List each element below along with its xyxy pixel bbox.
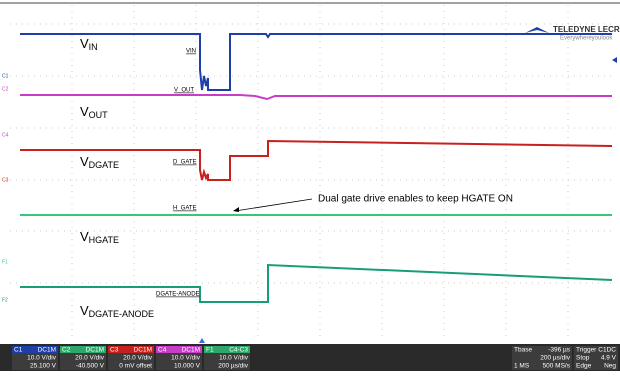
trigger-marker (199, 338, 205, 343)
trigger-box (574, 346, 618, 370)
trace-vout (20, 94, 612, 101)
channel-scale: 20.0 V/div (75, 355, 105, 362)
channel-offset: 200 µs/div (218, 363, 249, 370)
channel-scale: 10.0 V/div (27, 355, 57, 362)
trace-tag: VIN (186, 49, 196, 55)
timebase-delay: -396 µs (548, 347, 571, 354)
channel-name: C3 (110, 347, 119, 354)
annotation: Dual gate drive enables to keep HGATE ON (318, 194, 513, 205)
signal-main: V (80, 104, 89, 119)
signal-sub: HGATE (89, 235, 119, 245)
signal-label: VHGATE (80, 229, 119, 245)
channel-scale: 10.0 V/div (171, 355, 201, 362)
arrow-head (233, 207, 239, 212)
trace-tag: V_OUT (174, 88, 194, 94)
trigger-label: Trigger (576, 347, 597, 354)
offset-marker (612, 57, 617, 63)
channel-marker: C1 (2, 73, 9, 79)
channel-coupling: DC1M (182, 347, 200, 354)
channel-name: C2 (62, 347, 71, 354)
channel-header (12, 346, 58, 353)
trigger-mode: Stop (576, 355, 590, 362)
signal-label: VDGATE-ANODE (80, 303, 154, 319)
trace-vin (20, 33, 612, 91)
signal-main: V (80, 229, 89, 244)
traces (20, 33, 613, 303)
channel-coupling: C4-C3 (229, 347, 248, 354)
trigger-level: 4.9 V (601, 355, 617, 362)
trace-dgate (20, 139, 613, 181)
channel-marker: C3 (2, 177, 9, 183)
trace-tag: DGATE-ANODE (156, 292, 200, 298)
signal-main: V (80, 36, 89, 51)
signal-main: V (80, 154, 89, 169)
signal-sub: DGATE (89, 160, 119, 170)
channel-offset: 25.100 V (30, 363, 57, 370)
signal-label: VIN (80, 36, 98, 52)
channel-offset: 0 mV offset (119, 363, 152, 370)
signal-label: VDGATE (80, 154, 119, 170)
channel-coupling: DC1M (134, 347, 152, 354)
channel-coupling: DC1M (38, 347, 56, 354)
timebase-box (512, 346, 572, 370)
signal-label: VOUT (80, 104, 108, 120)
arrow (234, 198, 313, 212)
timebase-perdiv: 200 µs/div (540, 355, 571, 362)
timebase-samples: 1 MS (514, 363, 530, 370)
logo: TELEDYNE LECROY Everywhereyoulook (525, 25, 620, 42)
channel-marker: F1 (2, 259, 8, 265)
signal-sub: OUT (89, 110, 109, 120)
signal-main: V (80, 303, 89, 318)
trigger-source: C1DC (598, 347, 616, 354)
signal-sub: DGATE-ANODE (89, 309, 154, 319)
channel-name: C4 (158, 347, 167, 354)
logo-tagline: Everywhereyoulook (560, 36, 613, 42)
timebase-label: Tbase (514, 347, 532, 354)
trace-dgate-anode (20, 263, 613, 303)
channel-offset: 10.000 V (174, 363, 201, 370)
channel-header (156, 346, 202, 353)
grid (10, 5, 612, 340)
channel-header (204, 346, 250, 353)
channel-coupling: DC1M (86, 347, 104, 354)
logo-brand: TELEDYNE LECROY (553, 25, 620, 34)
channel-scale: 20.0 V/div (123, 355, 153, 362)
channel-offset: -40.500 V (76, 363, 105, 370)
trigger-type: Edge (576, 363, 592, 370)
trigger-slope: Neg (604, 363, 616, 370)
channel-marker: F2 (2, 297, 8, 303)
channel-header (60, 346, 106, 353)
channel-scale: 10.0 V/div (219, 355, 249, 362)
timebase-rate: 500 MS/s (543, 363, 571, 370)
channel-marker: C2 (2, 86, 9, 92)
channel-name: C1 (14, 347, 23, 354)
channel-header (108, 346, 154, 353)
channel-marker: C4 (2, 132, 9, 138)
logo-mark (525, 27, 549, 33)
trace-tag: H_GATE (173, 206, 197, 212)
channel-name: F1 (206, 347, 214, 354)
trace-tag: D_GATE (173, 160, 197, 166)
signal-sub: IN (89, 42, 98, 52)
